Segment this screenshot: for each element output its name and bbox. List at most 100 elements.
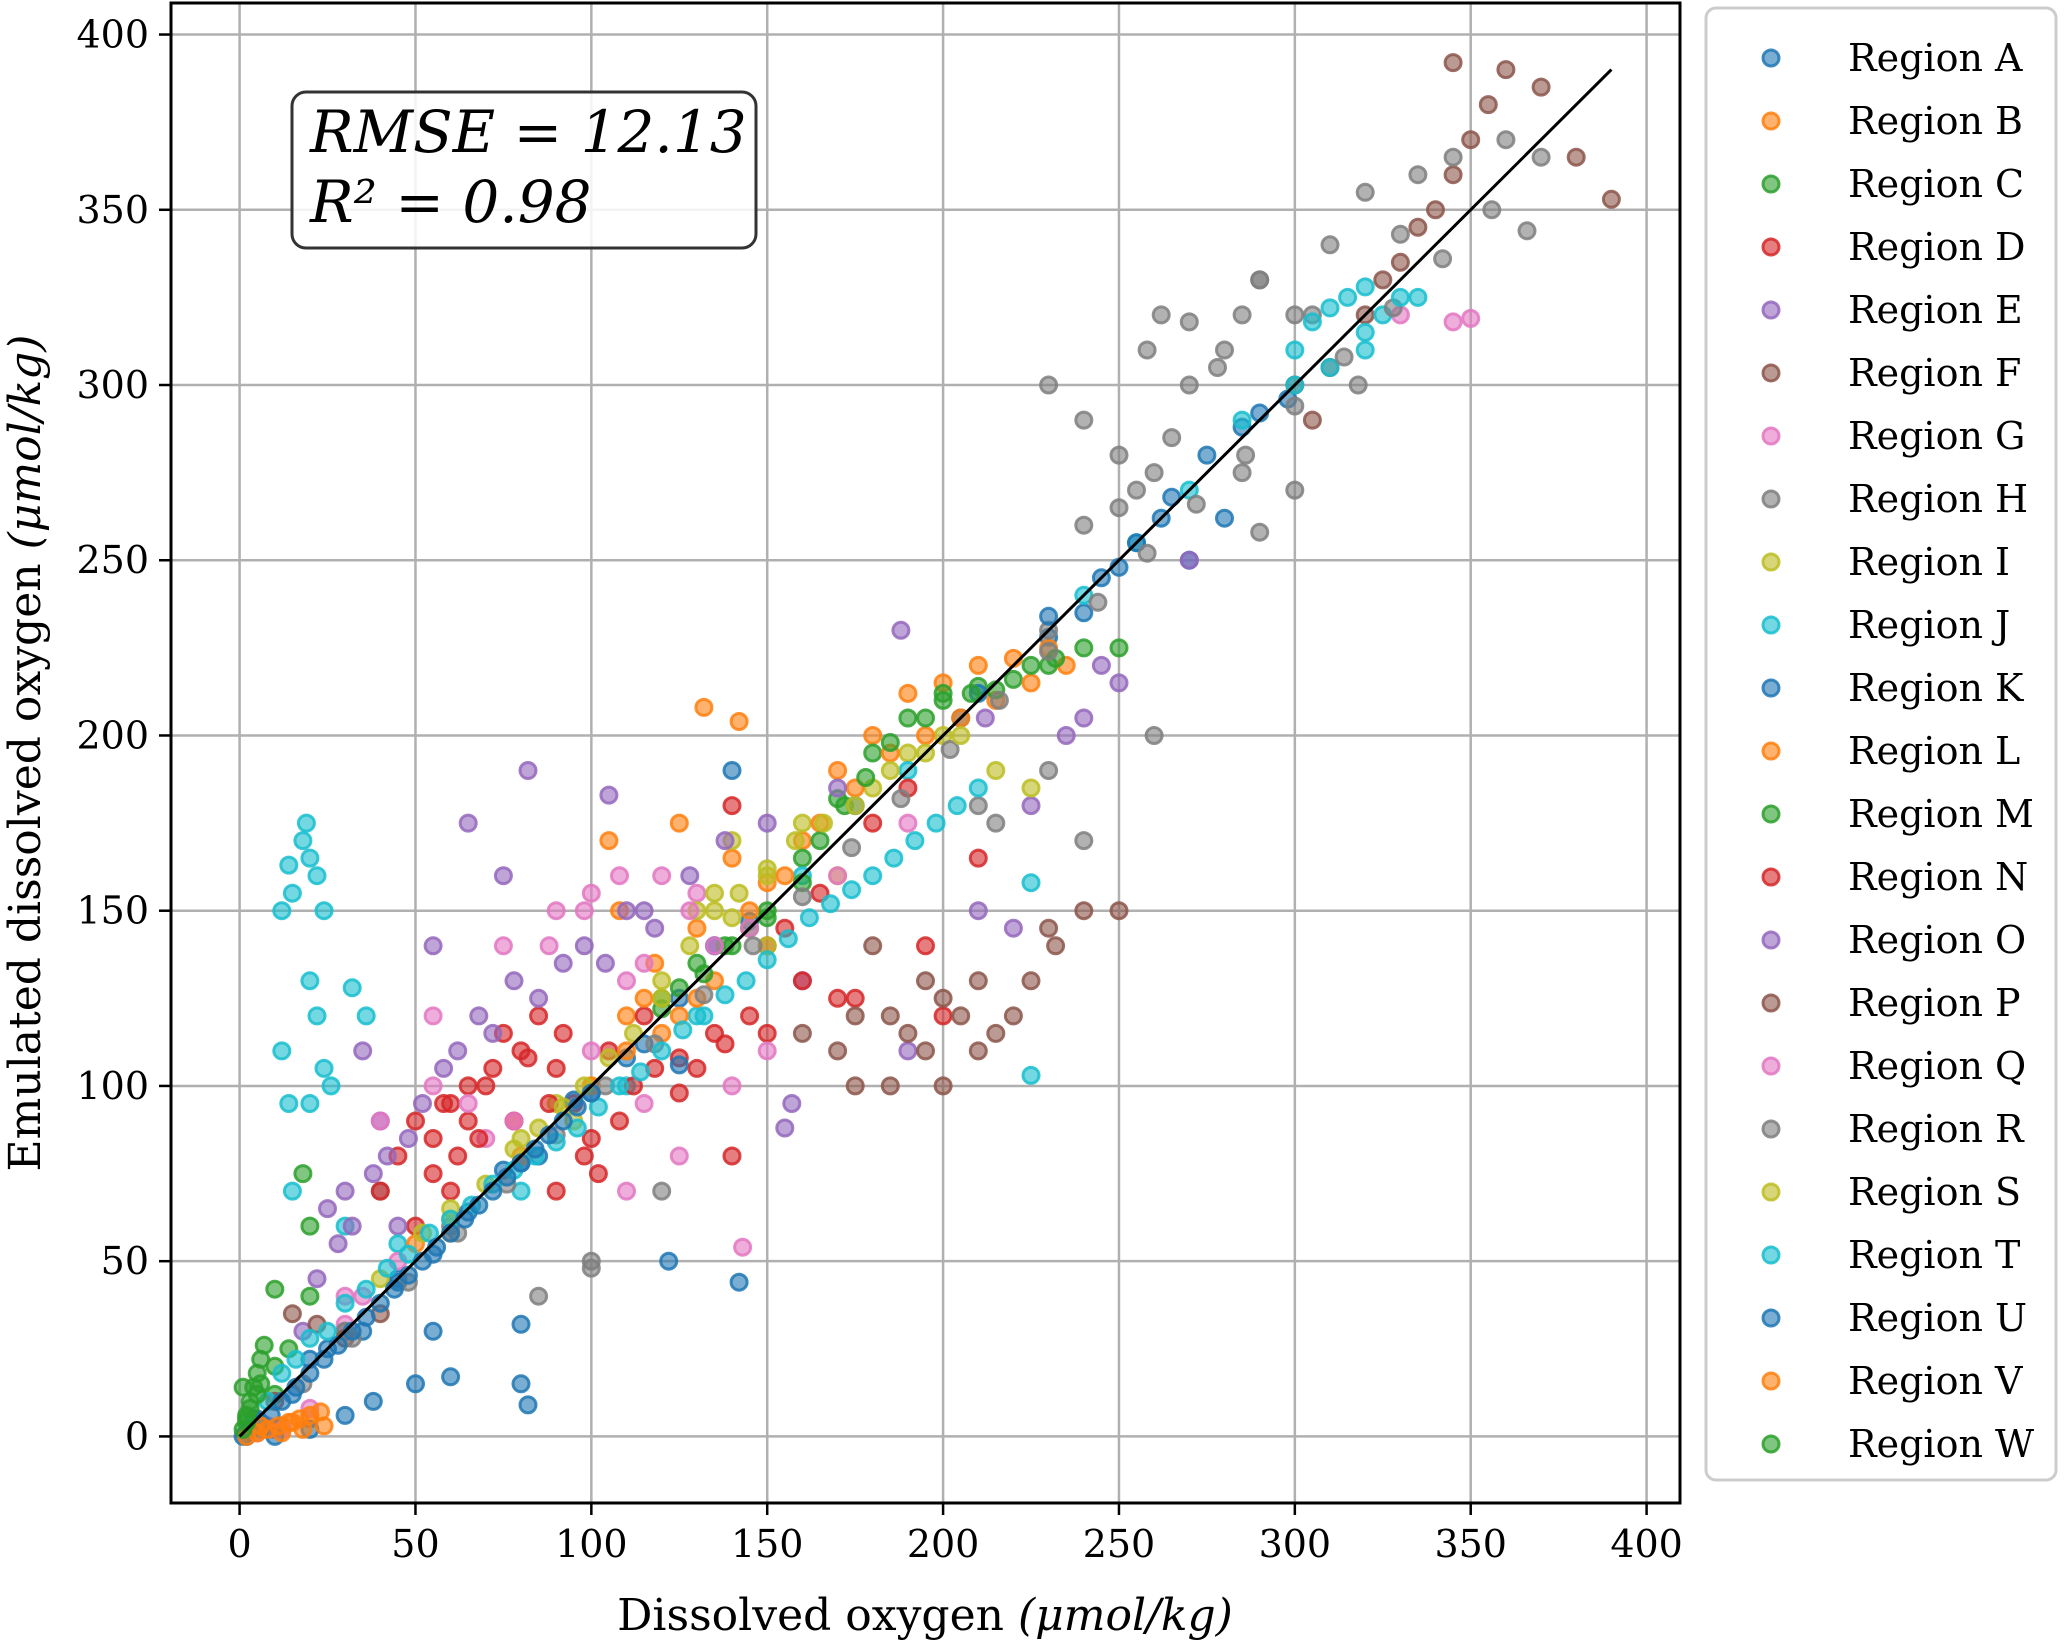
data-point	[1074, 901, 1094, 921]
data-point	[1478, 95, 1498, 115]
data-point	[423, 1321, 443, 1341]
data-point	[1250, 270, 1270, 290]
legend-item: Region J	[1761, 603, 2010, 647]
data-point	[1355, 340, 1375, 360]
data-point	[1531, 147, 1551, 167]
data-point	[342, 978, 362, 998]
data-point	[1039, 918, 1059, 938]
legend-marker	[1761, 615, 1781, 635]
legend-item: Region A	[1761, 36, 2023, 80]
data-point	[1285, 396, 1305, 416]
data-point	[1021, 873, 1041, 893]
legend-label: Region H	[1848, 477, 2028, 521]
data-point	[792, 887, 812, 907]
data-point	[1408, 217, 1428, 237]
legend-label: Region P	[1848, 981, 2021, 1025]
data-point	[814, 813, 833, 833]
data-point	[581, 1129, 601, 1148]
data-point	[1482, 200, 1502, 220]
data-point	[553, 953, 573, 973]
data-point	[1408, 287, 1428, 307]
stats-annotation: RMSE = 12.13 R² = 0.98	[290, 90, 758, 250]
data-point	[574, 1146, 594, 1166]
legend-label: Region M	[1848, 792, 2034, 836]
data-point	[423, 1129, 443, 1148]
data-point	[792, 813, 812, 833]
data-point	[493, 866, 513, 886]
data-point	[926, 813, 946, 833]
legend-marker	[1761, 489, 1781, 509]
data-point	[733, 1237, 753, 1257]
data-point	[356, 1279, 376, 1299]
legend: Region A Region B Region C Region D Region E…	[1704, 6, 2058, 1482]
data-point	[1003, 669, 1023, 689]
data-point	[293, 831, 313, 851]
data-point	[1074, 515, 1094, 535]
legend-marker	[1761, 1245, 1781, 1265]
data-point	[1074, 831, 1094, 851]
legend-label: Region Q	[1848, 1044, 2026, 1088]
data-point	[933, 1076, 953, 1096]
data-point	[898, 1041, 918, 1061]
data-point	[1531, 77, 1551, 97]
legend-item: Region C	[1761, 162, 2024, 206]
data-point	[694, 985, 714, 1005]
data-point	[845, 1076, 865, 1096]
data-point	[775, 1118, 795, 1138]
data-point	[659, 1251, 679, 1271]
data-point	[951, 726, 971, 745]
data-point	[933, 1006, 953, 1026]
legend-item: Region U	[1761, 1296, 2027, 1340]
data-point	[233, 1377, 253, 1397]
legend-marker	[1761, 363, 1781, 383]
x-tick-label: 400	[1610, 1522, 1683, 1566]
y-tick-label: 400	[76, 13, 149, 57]
data-point	[933, 988, 953, 1008]
data-point	[1320, 235, 1340, 255]
data-point	[694, 697, 714, 717]
data-point	[891, 789, 911, 809]
data-point	[775, 866, 795, 886]
data-point	[1179, 375, 1199, 395]
legend-item: Region M	[1761, 792, 2034, 836]
legend-marker	[1761, 552, 1781, 572]
data-point	[989, 690, 1009, 710]
y-tick-label: 350	[76, 188, 149, 232]
y-tick-label: 300	[76, 363, 149, 407]
data-point	[318, 1199, 337, 1219]
legend-items: Region A Region B Region C Region D Region E…	[1761, 36, 2034, 1466]
data-point	[1338, 287, 1358, 307]
legend-frame	[1704, 6, 2058, 1482]
data-point	[1390, 287, 1410, 307]
x-tick-label: 250	[1083, 1522, 1156, 1566]
data-point	[652, 1181, 672, 1201]
data-point	[1021, 796, 1041, 816]
data-point	[370, 1111, 390, 1131]
data-point	[828, 866, 848, 886]
data-point	[1137, 543, 1157, 563]
data-point	[1197, 445, 1217, 465]
data-point	[1390, 224, 1410, 244]
data-point	[673, 1020, 693, 1040]
legend-item: Region T	[1761, 1233, 2020, 1277]
data-point	[406, 1111, 425, 1131]
rmse-label: RMSE = 12.13	[309, 98, 747, 166]
data-point	[353, 1041, 373, 1061]
data-point	[1109, 638, 1129, 658]
data-point	[314, 1416, 334, 1436]
y-axis-label: Emulated dissolved oxygen (μmol/kg)	[0, 335, 51, 1172]
data-point	[1056, 726, 1076, 745]
data-point	[898, 743, 918, 763]
data-point	[1039, 761, 1059, 780]
legend-label: Region A	[1848, 36, 2023, 80]
data-point	[1408, 165, 1428, 185]
y-tick-label: 0	[125, 1414, 149, 1458]
data-point	[469, 1006, 489, 1026]
x-tick-label: 300	[1259, 1522, 1332, 1566]
data-point	[845, 988, 865, 1008]
data-point	[483, 1058, 503, 1078]
data-point	[300, 848, 320, 868]
data-point	[828, 1041, 848, 1061]
data-point	[722, 1146, 742, 1166]
